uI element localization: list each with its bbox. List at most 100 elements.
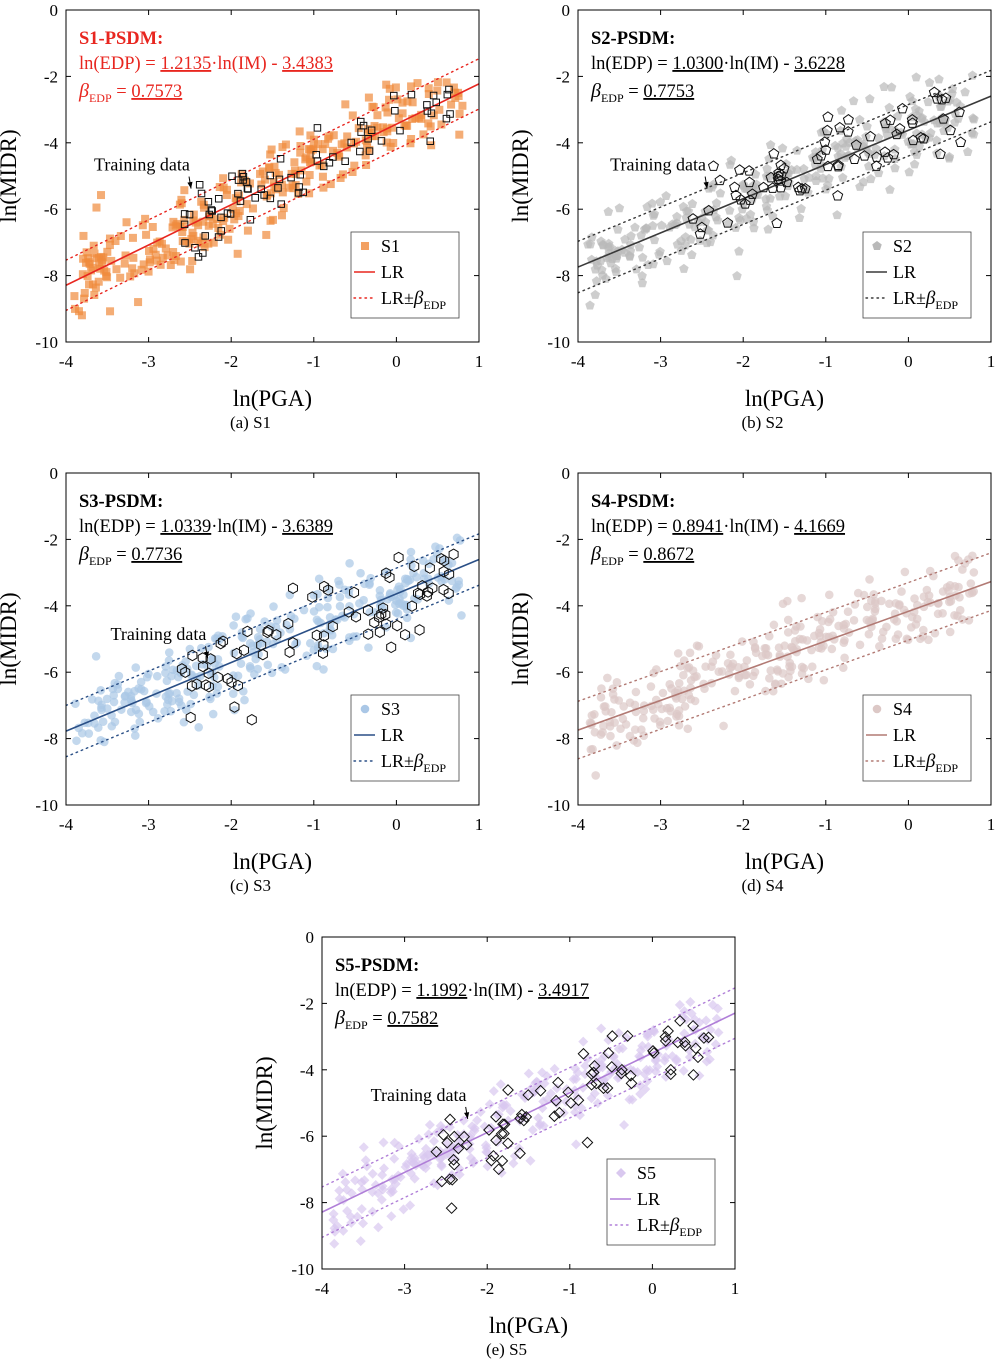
scatter-point	[764, 631, 774, 641]
training-point	[222, 672, 233, 685]
panel-caption: (c) S3	[230, 876, 271, 895]
legend: S4 LR LR±βEDP	[862, 694, 972, 782]
scatter-point	[178, 228, 187, 237]
training-point	[427, 582, 438, 594]
scatter-point	[352, 1211, 363, 1222]
scatter-point	[149, 244, 158, 253]
scatter-point	[260, 617, 269, 626]
scatter-point	[269, 602, 278, 611]
scatter-point	[79, 231, 88, 240]
scatter-point	[960, 87, 970, 97]
training-point	[931, 93, 943, 104]
scatter-point	[923, 97, 934, 107]
scatter-point	[120, 259, 129, 268]
training-point	[746, 188, 758, 199]
scatter-point	[932, 148, 942, 158]
scatter-point	[305, 171, 314, 180]
x-tick-label: -4	[59, 352, 74, 371]
scatter-point	[527, 1125, 538, 1135]
scatter-point	[674, 721, 684, 730]
scatter-point	[964, 616, 974, 625]
x-axis-label: ln(PGA)	[745, 849, 824, 874]
training-point	[590, 1077, 603, 1090]
training-point	[323, 584, 334, 596]
scatter-point	[911, 72, 921, 82]
training-point	[407, 90, 416, 99]
y-axis-label: ln(MIDR)	[0, 592, 21, 685]
scatter-point	[824, 617, 833, 627]
scatter-point	[749, 637, 758, 647]
scatter-point	[277, 180, 286, 189]
scatter-point	[94, 277, 103, 286]
x-tick-label: -3	[398, 1279, 412, 1298]
y-tick-label: -4	[44, 134, 59, 153]
scatter-point	[213, 215, 222, 224]
training-point	[444, 1113, 456, 1126]
training-point	[859, 150, 871, 161]
scatter-point	[509, 1151, 520, 1162]
scatter-point	[843, 607, 853, 616]
scatter-point	[513, 1143, 524, 1154]
scatter-point	[194, 236, 203, 245]
scatter-point	[950, 582, 960, 591]
training-point	[443, 1173, 456, 1186]
scatter-point	[679, 670, 688, 680]
scatter-point	[796, 203, 806, 213]
scatter-point	[335, 601, 345, 611]
scatter-point	[599, 1050, 610, 1061]
scatter-point	[884, 102, 895, 112]
scatter-point	[711, 212, 721, 222]
scatter-point	[777, 679, 786, 689]
scatter-point	[325, 132, 334, 141]
scatter-point	[619, 702, 629, 711]
scatter-point	[600, 702, 610, 711]
y-tick-label: -4	[44, 597, 59, 616]
scatter-point	[84, 729, 94, 738]
legend: S5 LR LR±βEDP	[606, 1158, 716, 1246]
training-point	[696, 221, 708, 233]
legend-scatter-marker	[360, 704, 370, 714]
psdm-equation: ln(EDP) = 1.1992·ln(IM) - 3.4917	[335, 981, 589, 1001]
x-tick-label: -4	[59, 815, 74, 834]
training-point	[294, 189, 303, 197]
training-point	[502, 1137, 514, 1150]
psdm-beta-value: 0.7753	[643, 82, 694, 102]
scatter-point	[603, 206, 614, 216]
training-point	[363, 628, 374, 640]
scatter-point	[406, 139, 415, 148]
training-point	[520, 1110, 533, 1123]
scatter-point	[326, 180, 335, 189]
x-tick-label: 1	[987, 352, 996, 371]
scatter-point	[519, 1090, 530, 1101]
scatter-point	[491, 1109, 502, 1120]
scatter-point	[585, 300, 595, 310]
x-axis-label: ln(PGA)	[489, 1313, 568, 1338]
scatter-point	[199, 217, 208, 226]
training-point	[679, 1039, 692, 1052]
scatter-point	[90, 719, 99, 728]
scatter-point	[106, 307, 115, 316]
y-axis-label: ln(MIDR)	[252, 1056, 277, 1149]
scatter-point	[760, 644, 770, 653]
scatter-point	[205, 212, 214, 221]
panel-s3: -4 -3 -2 -1 0 10-2-4-6-8-10ln(PGA)ln(MIDR)(c)…	[0, 464, 483, 895]
y-tick-label: -10	[35, 333, 58, 352]
scatter-point	[306, 131, 315, 140]
training-point	[953, 106, 965, 117]
training-point	[778, 162, 790, 174]
scatter-point	[646, 682, 656, 691]
scatter-point	[166, 706, 176, 716]
training-point	[757, 181, 770, 193]
scatter-point	[325, 613, 335, 622]
scatter-point	[619, 1120, 630, 1131]
y-tick-label: -6	[44, 663, 58, 682]
scatter-point	[880, 124, 891, 134]
training-point	[692, 1051, 704, 1064]
legend-line-label: LR	[381, 725, 404, 745]
plot-area	[66, 533, 479, 758]
scatter-point	[350, 161, 359, 170]
scatter-point	[111, 237, 120, 246]
legend-scatter-label: S3	[381, 699, 400, 719]
scatter-point	[296, 148, 305, 157]
training-point	[198, 660, 209, 673]
